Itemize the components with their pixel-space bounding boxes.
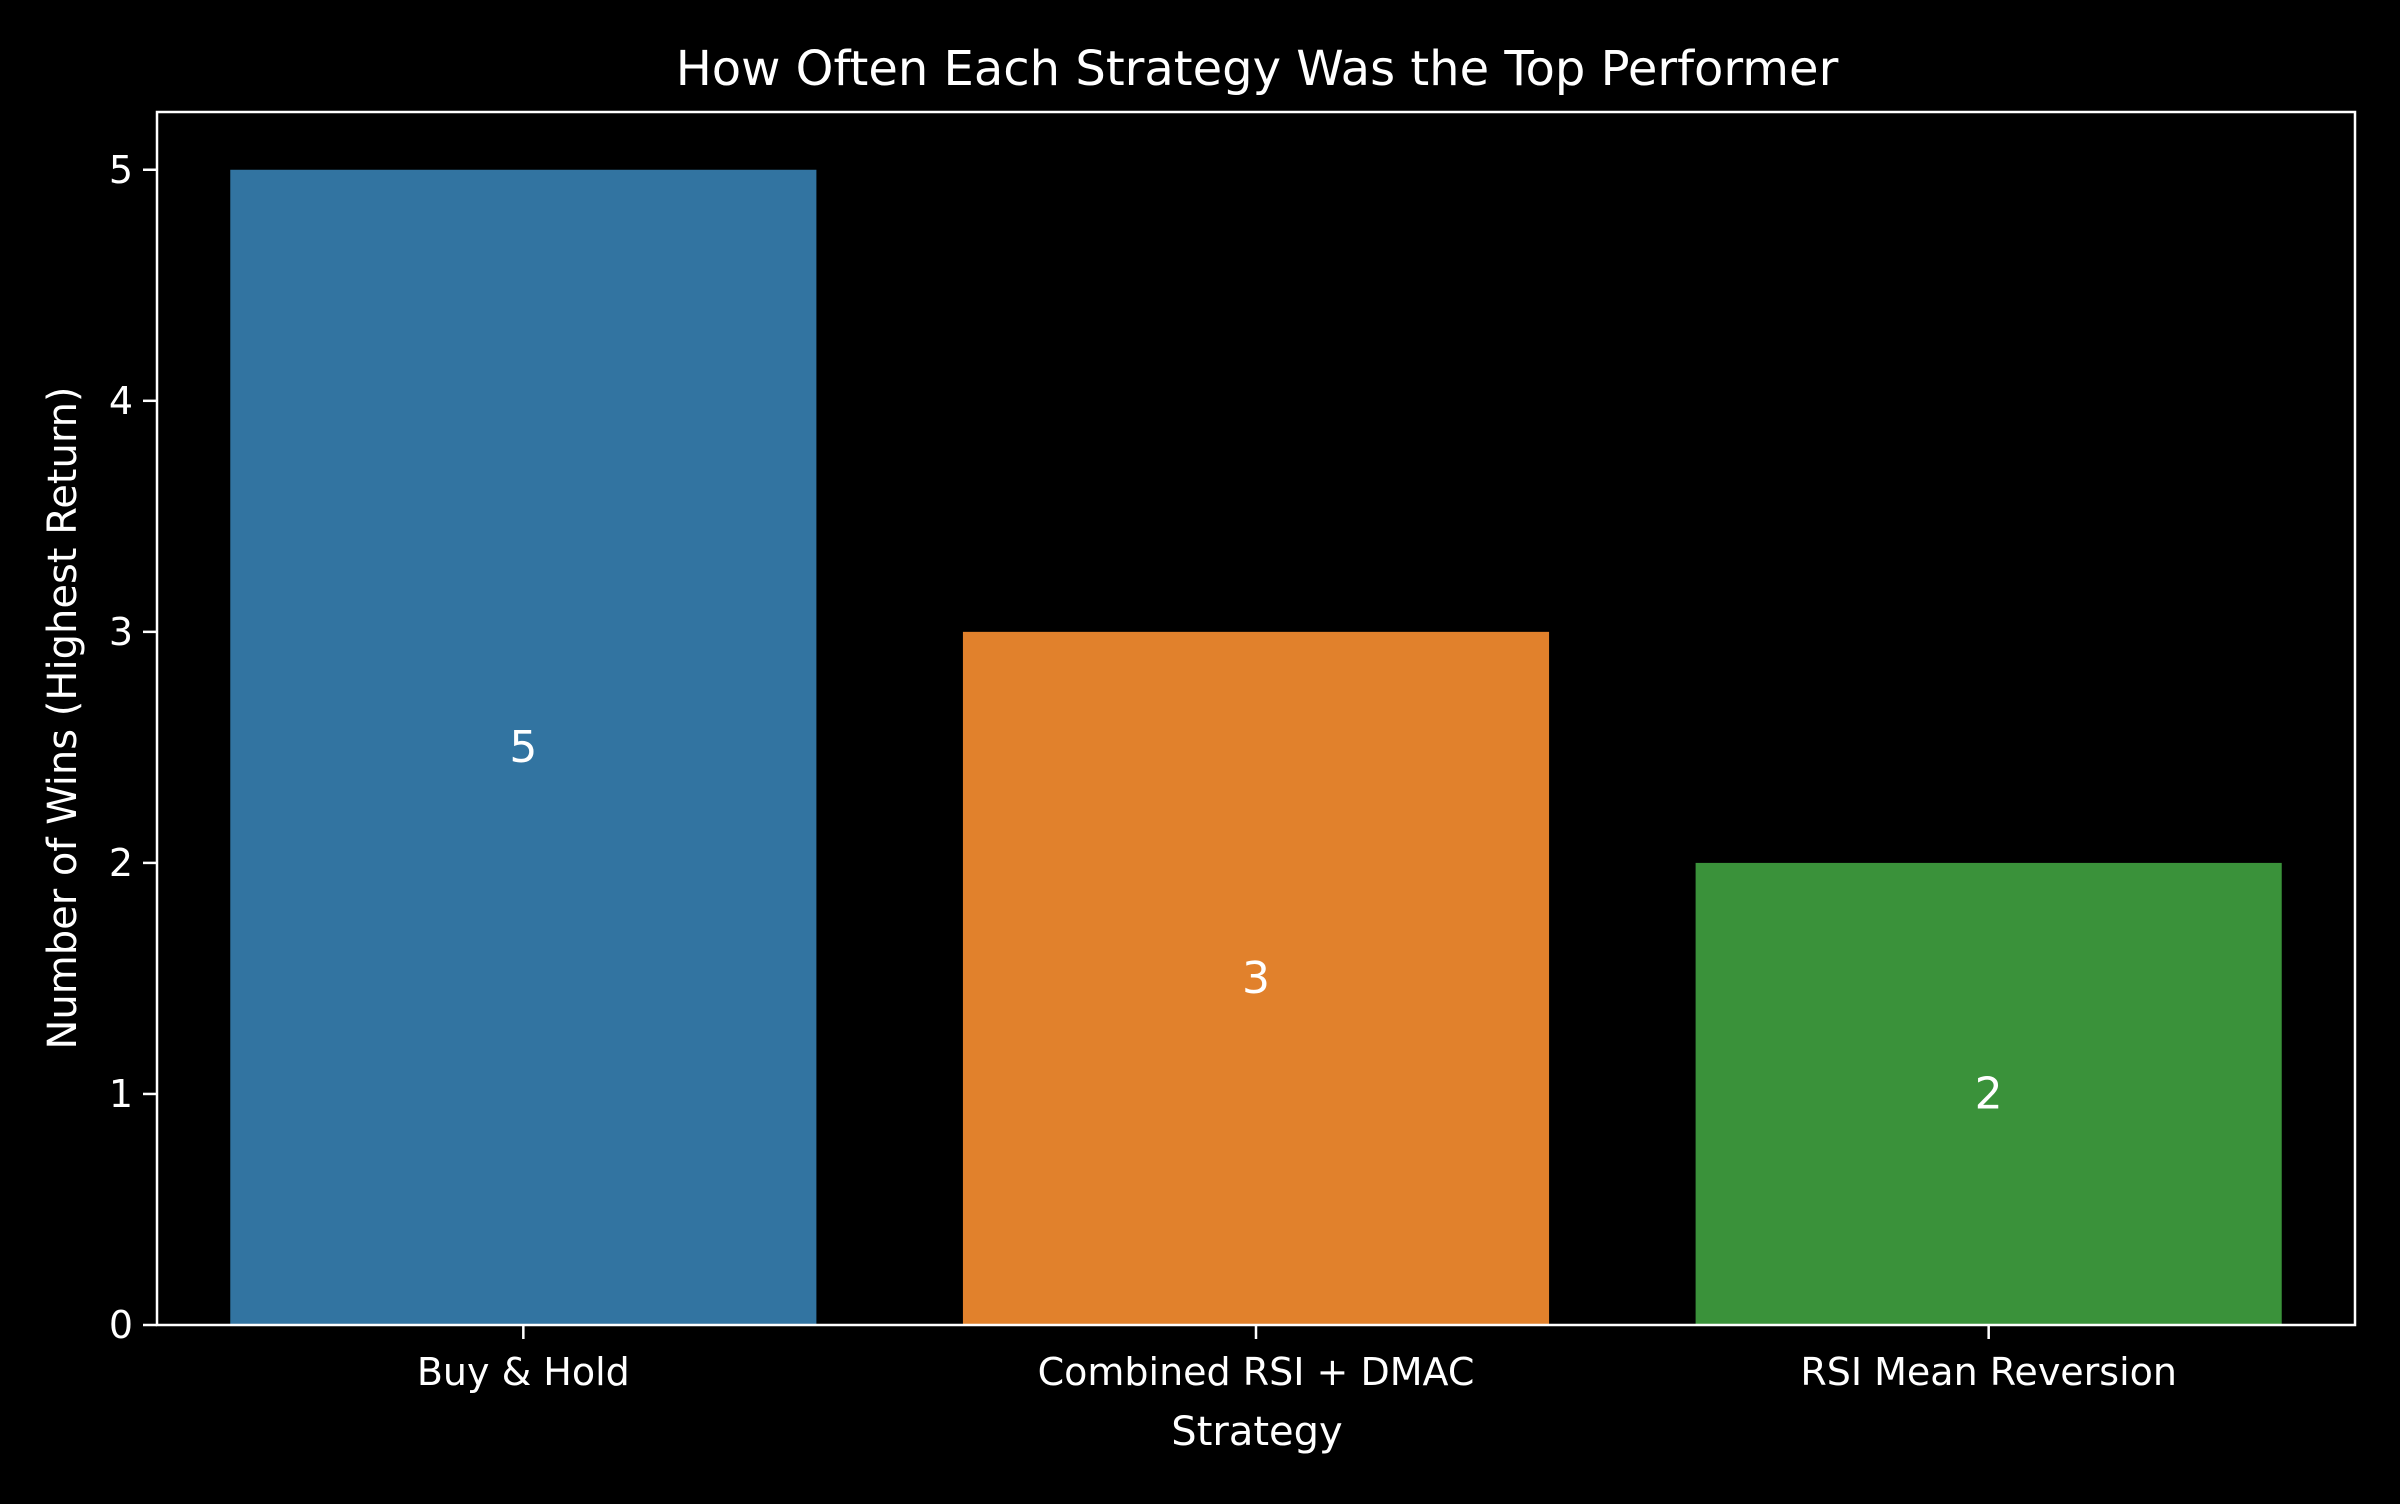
- bar-value-label: 5: [509, 722, 537, 773]
- ticks-layer: Buy & Hold Combined RSI + DMAC RSI Mean Re…: [109, 148, 2177, 1394]
- y-tick-label: 1: [109, 1072, 133, 1116]
- y-tick-label: 2: [109, 841, 133, 885]
- y-tick-label: 0: [109, 1303, 133, 1347]
- plot-frame: [155, 110, 2357, 1327]
- y-tick-label: 3: [109, 610, 133, 654]
- bar-1: [962, 631, 1550, 1325]
- bar-value-label: 2: [1975, 1068, 2003, 1119]
- chart-title: How Often Each Strategy Was the Top Perf…: [676, 41, 1839, 97]
- bar-value-label: 3: [1242, 953, 1270, 1004]
- bar-2: [1695, 862, 2282, 1325]
- bars-layer: 5 3 2: [230, 169, 2282, 1325]
- y-tick-label: 4: [109, 379, 133, 423]
- x-axis-label: Strategy: [1171, 1409, 1342, 1455]
- x-tick-label: RSI Mean Reversion: [1800, 1350, 2177, 1394]
- y-tick-label: 5: [109, 148, 133, 192]
- x-tick-label: Buy & Hold: [417, 1350, 630, 1394]
- bar-0: [230, 169, 817, 1325]
- x-tick-label: Combined RSI + DMAC: [1038, 1350, 1475, 1394]
- y-axis-label: Number of Wins (Highest Return): [40, 386, 86, 1049]
